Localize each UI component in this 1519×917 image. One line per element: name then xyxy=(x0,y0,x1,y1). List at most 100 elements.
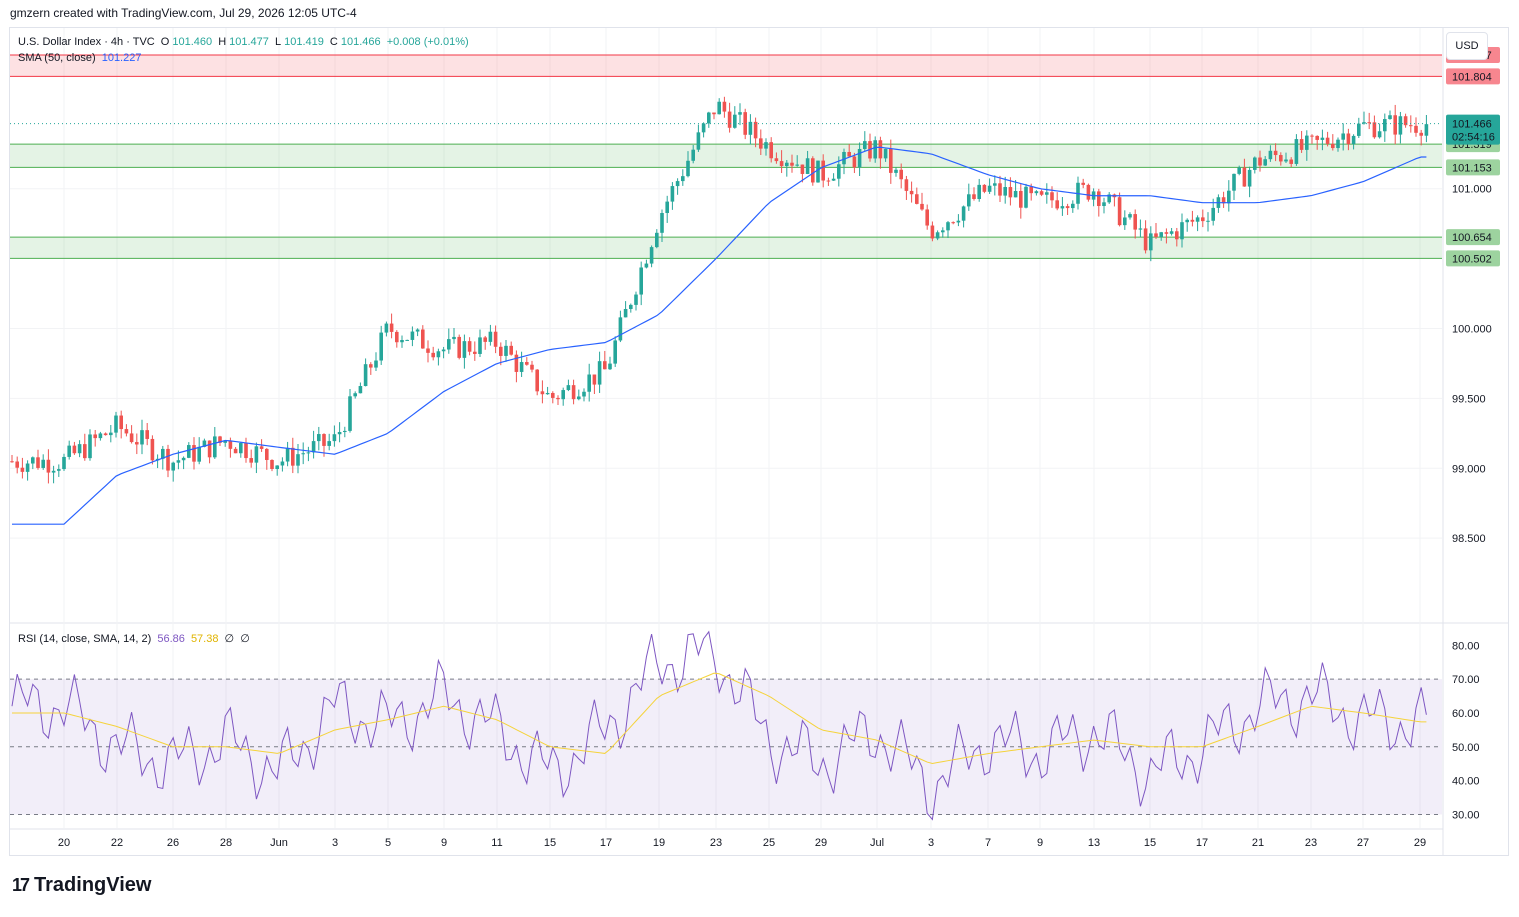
tradingview-wordmark: TradingView xyxy=(34,874,152,896)
candle-body xyxy=(956,220,961,223)
candle-body xyxy=(197,446,201,462)
candle-body xyxy=(129,433,134,443)
candle-body xyxy=(20,467,25,472)
candle-body xyxy=(462,341,467,358)
candle-body xyxy=(1403,116,1408,126)
candle-body xyxy=(769,142,773,159)
candle-body xyxy=(1201,217,1205,222)
candle-body xyxy=(707,112,711,124)
candle-body xyxy=(1279,155,1283,162)
candle-body xyxy=(1305,135,1309,150)
candle-body xyxy=(306,452,311,454)
candle-body xyxy=(389,323,394,332)
candle-body xyxy=(920,203,924,210)
candle-body xyxy=(603,361,607,370)
candle-body xyxy=(358,386,363,394)
candle-body xyxy=(285,447,290,462)
candle-body xyxy=(1164,232,1169,234)
candle-body xyxy=(410,331,415,340)
candle-body xyxy=(405,339,409,341)
candle-body xyxy=(187,445,191,458)
candle-body xyxy=(582,391,586,397)
candle-body xyxy=(1247,169,1252,187)
candle-body xyxy=(509,345,513,355)
high-value: 101.477 xyxy=(229,36,269,48)
currency-button[interactable]: USD xyxy=(1446,32,1488,60)
candle-body xyxy=(514,354,519,372)
candle-body xyxy=(181,457,186,461)
candle-body xyxy=(577,396,581,400)
candle-body xyxy=(447,339,451,350)
candle-body xyxy=(1268,150,1273,160)
candle-body xyxy=(1362,122,1366,124)
time-tick-label: 21 xyxy=(1252,837,1264,849)
candle-body xyxy=(795,164,799,166)
candle-body xyxy=(556,397,560,400)
candle-body xyxy=(473,351,477,354)
candle-body xyxy=(1289,159,1293,164)
candle-body xyxy=(686,160,690,177)
high-label: H xyxy=(218,36,227,48)
candle-body xyxy=(998,183,1002,196)
candle-body xyxy=(1372,122,1377,138)
candle-body xyxy=(1206,220,1210,222)
candle-body xyxy=(816,160,820,183)
candle-body xyxy=(842,151,846,165)
candle-body xyxy=(644,263,649,268)
candle-body xyxy=(249,458,253,463)
candle-body xyxy=(31,457,35,464)
candle-body xyxy=(98,433,103,439)
candle-body xyxy=(72,445,77,454)
candle-body xyxy=(800,164,805,174)
candle-body xyxy=(535,369,539,392)
candle-body xyxy=(1154,233,1158,237)
zone-price-tag xyxy=(1446,68,1500,85)
zone-price-label: 100.502 xyxy=(1452,253,1492,265)
candle-body xyxy=(1393,115,1397,135)
candle-body xyxy=(883,148,888,159)
candle-body xyxy=(1258,157,1262,166)
low-label: L xyxy=(274,36,282,48)
candle-body xyxy=(701,123,706,133)
time-tick-label: 13 xyxy=(1088,837,1100,849)
candle-body xyxy=(1242,167,1247,187)
sma-legend[interactable]: SMA (50, close) 101.227 xyxy=(18,52,144,64)
rsi-sma-value: 57.38 xyxy=(190,633,219,645)
candle-body xyxy=(233,448,238,454)
candle-body xyxy=(1008,187,1013,198)
candle-body xyxy=(941,230,945,233)
candle-body xyxy=(639,267,643,295)
rsi-tick-label: 80.00 xyxy=(1452,640,1480,652)
rsi-value: 56.86 xyxy=(157,633,185,645)
candle-body xyxy=(925,209,929,226)
candle-body xyxy=(15,461,19,468)
candle-body xyxy=(561,390,565,400)
time-tick-label: 11 xyxy=(491,837,502,849)
candle-body xyxy=(649,247,654,264)
tradingview-logo[interactable]: 17 TradingView xyxy=(12,874,151,897)
time-tick-label: 29 xyxy=(815,837,827,849)
candle-body xyxy=(665,201,669,213)
rsi-legend[interactable]: RSI (14, close, SMA, 14, 2) 56.86 57.38 … xyxy=(18,632,253,645)
zone-price-tag xyxy=(1446,229,1500,246)
candle-body xyxy=(1034,191,1039,194)
zone-resistance xyxy=(10,54,1442,77)
time-tick-label: 27 xyxy=(1357,837,1369,849)
candle-body xyxy=(457,336,461,358)
candle-body xyxy=(889,148,893,173)
candle-body xyxy=(1055,200,1059,209)
candle-body xyxy=(1029,186,1033,194)
candle-body xyxy=(218,436,222,443)
candle-body xyxy=(691,149,695,161)
candle-body xyxy=(1294,139,1299,164)
candle-body xyxy=(738,112,742,115)
candle-body xyxy=(1117,197,1122,226)
candle-body xyxy=(525,362,529,365)
candle-body xyxy=(587,374,591,392)
zone-support xyxy=(10,144,1442,168)
candle-body xyxy=(696,132,701,150)
chart-frame xyxy=(9,27,1509,856)
candle-body xyxy=(1273,150,1278,156)
symbol-label[interactable]: U.S. Dollar Index · 4h · TVC xyxy=(18,36,155,48)
